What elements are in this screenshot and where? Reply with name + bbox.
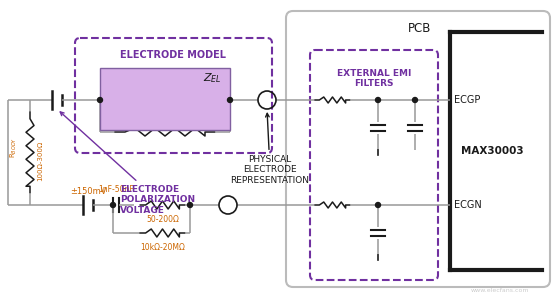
Text: $Z_{EL}$: $Z_{EL}$ [203, 71, 222, 85]
Text: 1nF-50nF: 1nF-50nF [98, 185, 134, 195]
Circle shape [413, 98, 418, 102]
Circle shape [376, 98, 381, 102]
Text: FILTERS: FILTERS [354, 78, 394, 88]
FancyBboxPatch shape [286, 11, 550, 287]
Text: ELECTRODE MODEL: ELECTRODE MODEL [121, 50, 227, 60]
Circle shape [110, 203, 115, 207]
Text: ±150mV: ±150mV [70, 186, 106, 196]
Circle shape [98, 98, 102, 102]
Text: ECGP: ECGP [454, 95, 480, 105]
Text: ECGN: ECGN [454, 200, 482, 210]
Text: 100Ω-300Ω: 100Ω-300Ω [37, 140, 43, 181]
Text: PHYSICAL
ELECTRODE
REPRESENTATION: PHYSICAL ELECTRODE REPRESENTATION [230, 113, 310, 185]
FancyBboxPatch shape [100, 68, 230, 130]
Text: MAX30003: MAX30003 [461, 146, 524, 156]
Text: 10kΩ-20MΩ: 10kΩ-20MΩ [140, 242, 185, 252]
Text: 50-200Ω: 50-200Ω [146, 214, 179, 224]
Text: R$_{BODY}$: R$_{BODY}$ [9, 137, 19, 158]
Text: PCB: PCB [408, 21, 432, 34]
FancyBboxPatch shape [310, 50, 438, 280]
Text: www.elecfans.com: www.elecfans.com [471, 288, 529, 292]
FancyBboxPatch shape [75, 38, 272, 153]
Circle shape [376, 203, 381, 207]
Text: ELECTRODE
POLARIZATION
VOLTAGE: ELECTRODE POLARIZATION VOLTAGE [60, 112, 195, 215]
Text: EXTERNAL EMI: EXTERNAL EMI [337, 69, 411, 77]
Circle shape [187, 203, 192, 207]
Circle shape [228, 98, 233, 102]
